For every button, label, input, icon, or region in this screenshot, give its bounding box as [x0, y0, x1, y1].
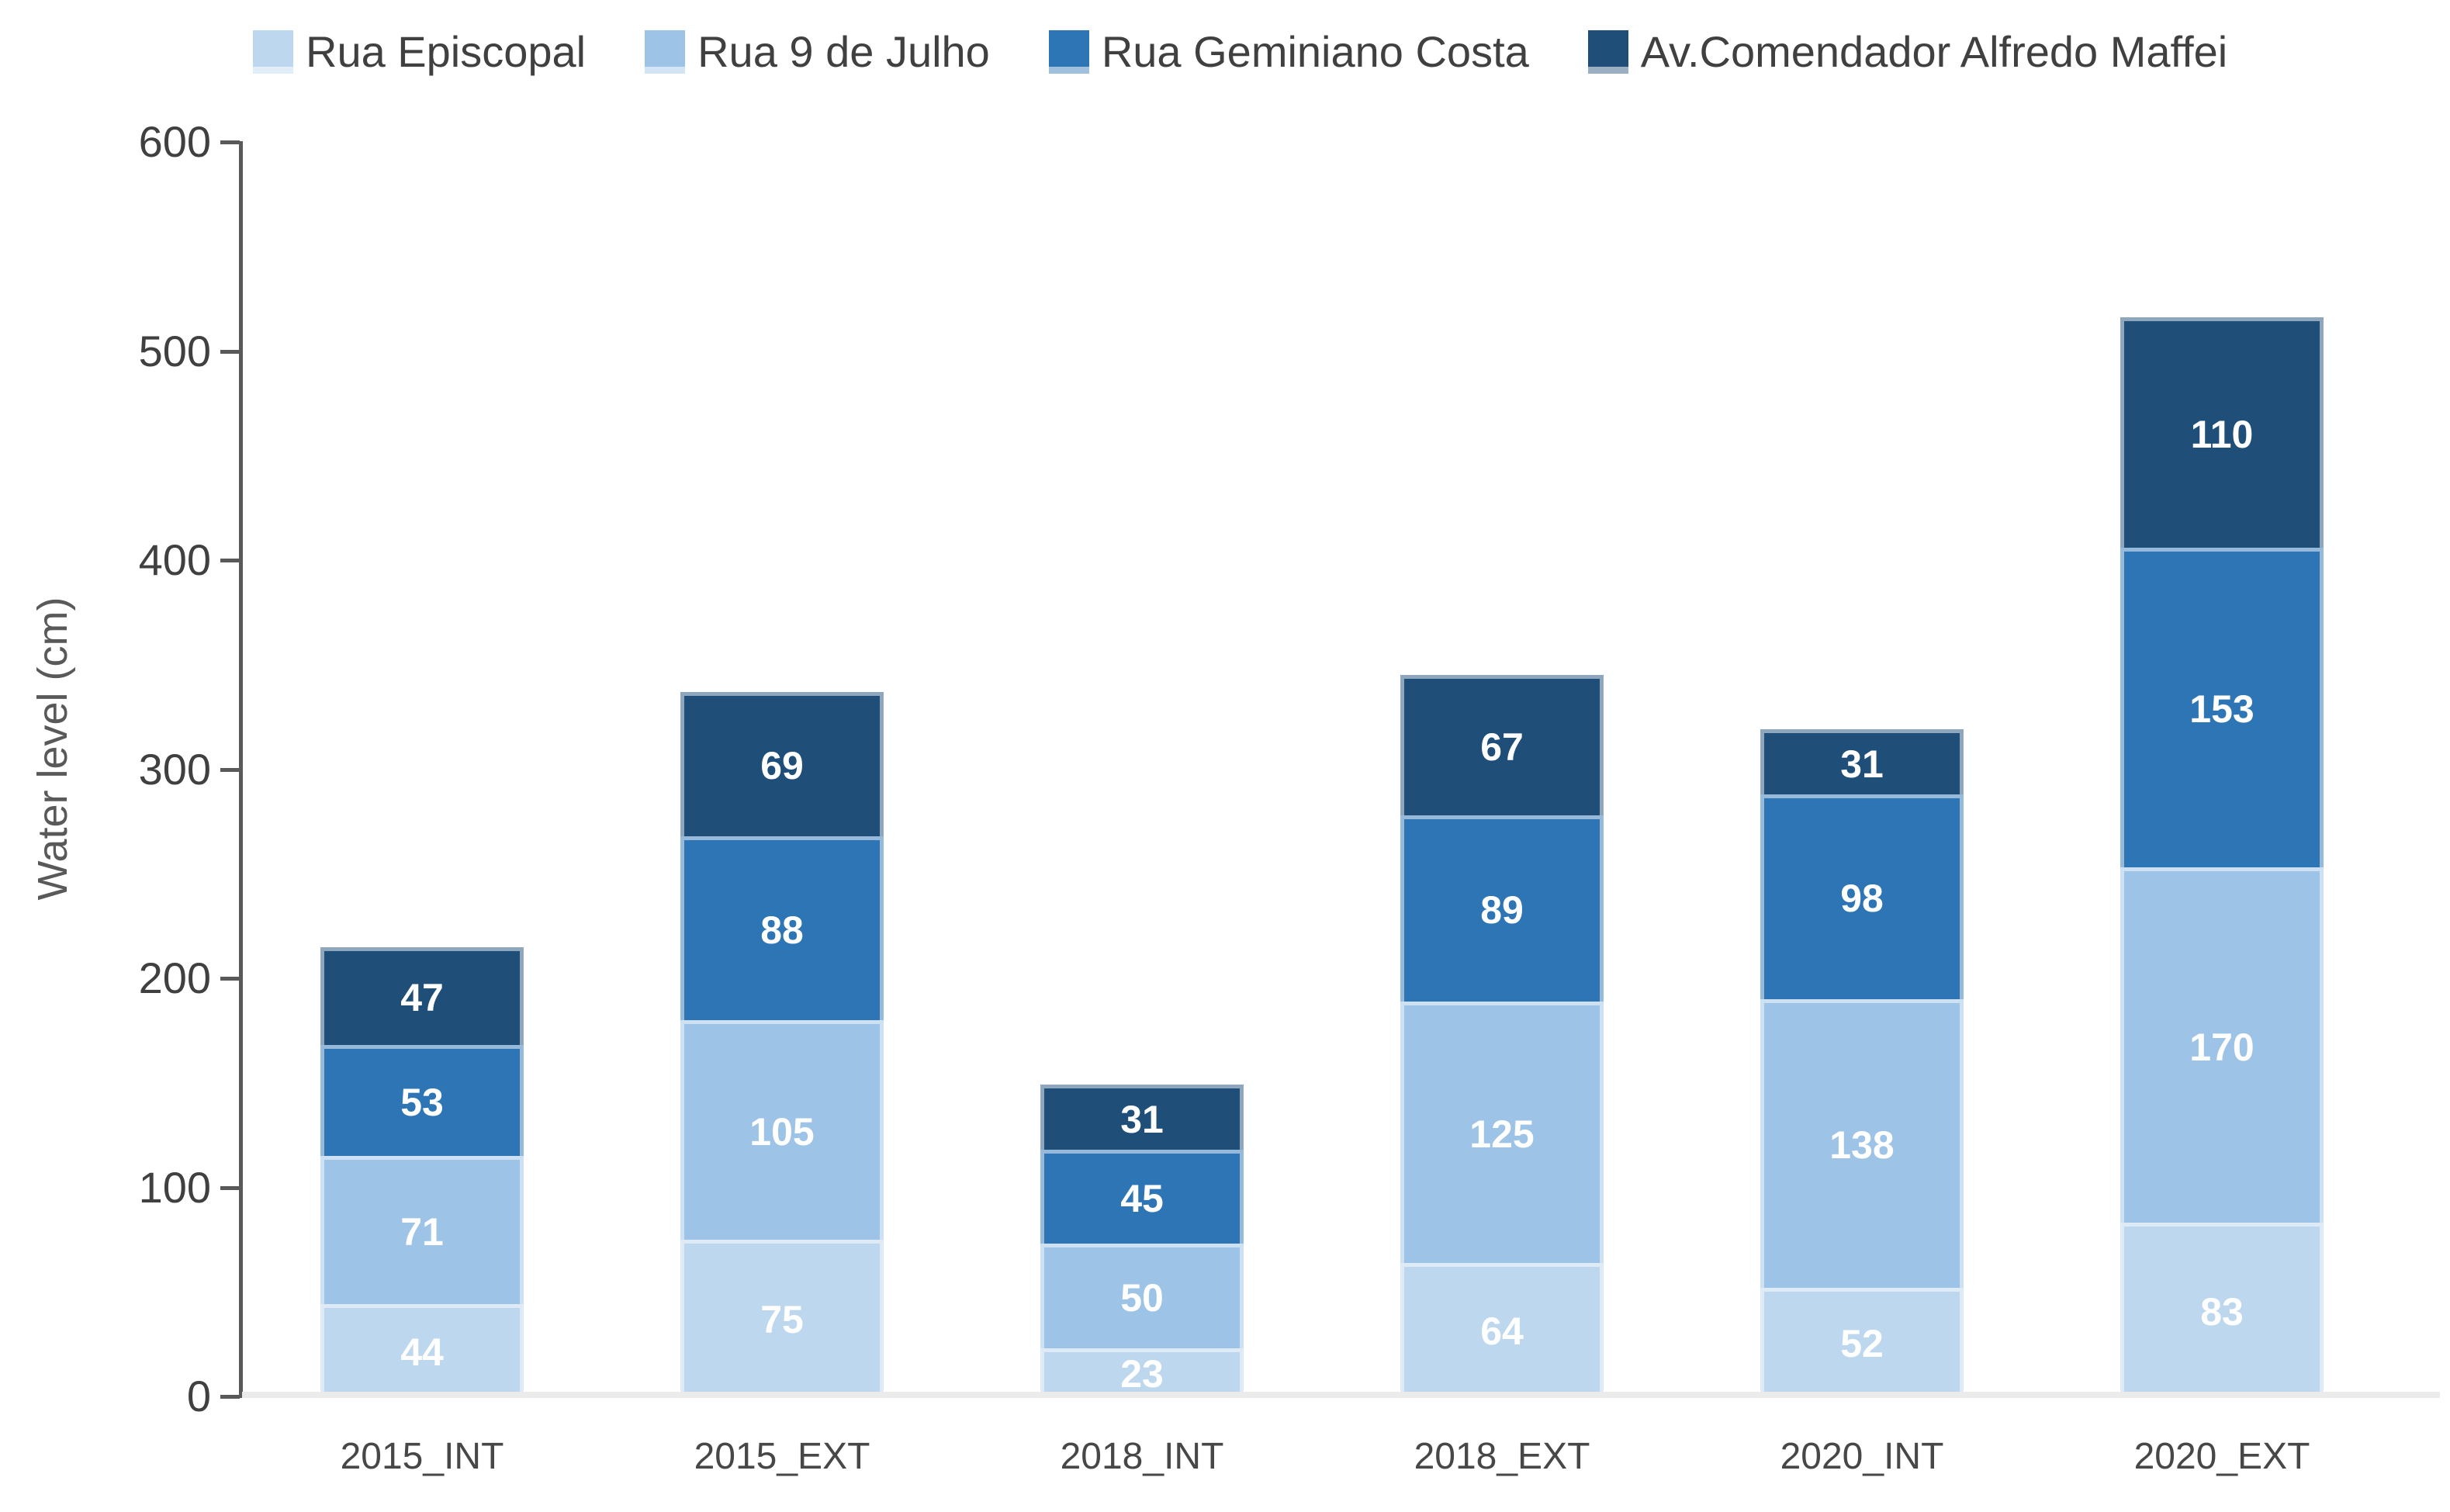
legend-swatch	[1587, 29, 1628, 74]
bar-value-label: 47	[400, 976, 444, 1020]
legend: Rua Episcopal Rua 9 de Julho Rua Geminiano…	[253, 26, 2227, 77]
legend-item: Av.Comendador Alfredo Maffei	[1587, 26, 2228, 77]
bar-value-label: 75	[760, 1298, 804, 1342]
bar-value-label: 125	[1469, 1112, 1535, 1156]
bar-segment: 83	[2120, 1223, 2324, 1396]
x-axis-category-label: 2018_EXT	[1414, 1436, 1590, 1477]
bar-value-label: 110	[2190, 413, 2254, 457]
bar-segment: 52	[1760, 1287, 1964, 1396]
bar-segment: 69	[680, 691, 884, 836]
y-axis-tick-label: 0	[186, 1372, 211, 1420]
bar-value-label: 67	[1480, 725, 1524, 769]
bar-value-label: 50	[1120, 1276, 1164, 1320]
bar-segment: 23	[1040, 1348, 1244, 1396]
bar-segment: 110	[2120, 317, 2324, 548]
bar-value-label: 153	[2189, 687, 2254, 732]
legend-label: Rua 9 de Julho	[697, 27, 990, 76]
bar-value-label: 83	[2200, 1289, 2244, 1334]
legend-label: Av.Comendador Alfredo Maffei	[1640, 27, 2228, 76]
bar-value-label: 138	[1829, 1123, 1895, 1168]
legend-swatch	[1048, 29, 1089, 74]
x-axis-category-label: 2020_EXT	[2133, 1436, 2310, 1477]
bar-value-label: 105	[749, 1109, 815, 1154]
x-axis-category-label: 2018_INT	[1060, 1436, 1224, 1477]
y-axis-tick	[220, 1185, 240, 1190]
bar-value-label: 71	[400, 1210, 444, 1254]
legend-swatch	[645, 29, 686, 74]
legend-swatch	[253, 29, 293, 74]
y-axis-tick-label: 400	[138, 535, 211, 584]
legend-item: Rua 9 de Julho	[645, 26, 990, 77]
bar-segment: 31	[1760, 729, 1964, 794]
bar-value-label: 31	[1120, 1097, 1164, 1141]
bar-value-label: 31	[1840, 742, 1884, 786]
bar-segment: 125	[1400, 1001, 1604, 1263]
y-axis-tick	[220, 559, 240, 562]
x-axis-category-label: 2020_INT	[1780, 1436, 1944, 1477]
x-axis-category-label: 2015_EXT	[694, 1436, 870, 1477]
bar-segment: 44	[320, 1304, 524, 1396]
bar-segment: 47	[320, 946, 524, 1046]
bar-value-label: 45	[1120, 1177, 1164, 1221]
bar-segment: 53	[320, 1045, 524, 1157]
y-axis-tick-label: 300	[138, 744, 211, 794]
bar-value-label: 53	[400, 1081, 444, 1125]
bar-segment: 88	[680, 836, 884, 1020]
legend-item: Rua Episcopal	[253, 26, 586, 77]
bar-segment: 64	[1400, 1262, 1604, 1396]
y-axis-tick-label: 500	[138, 326, 211, 375]
bar-value-label: 52	[1840, 1322, 1884, 1366]
bar-value-label: 64	[1480, 1310, 1524, 1354]
y-axis-tick	[220, 349, 240, 354]
bar-value-label: 23	[1120, 1352, 1164, 1396]
bar-segment: 75	[680, 1239, 884, 1396]
bar-segment: 170	[2120, 867, 2324, 1223]
y-axis-tick-label: 600	[138, 117, 211, 166]
bar-value-label: 89	[1480, 888, 1524, 932]
bar-value-label: 44	[400, 1330, 444, 1375]
bar-segment: 67	[1400, 675, 1604, 815]
y-axis-tick	[220, 1395, 240, 1399]
bar-value-label: 69	[760, 744, 804, 788]
y-axis-tick	[220, 977, 240, 981]
bar-segment: 71	[320, 1156, 524, 1305]
legend-label: Rua Episcopal	[306, 27, 587, 76]
bar-segment: 45	[1040, 1149, 1244, 1244]
bar-segment: 98	[1760, 794, 1964, 999]
x-axis-category-label: 2015_INT	[340, 1436, 504, 1477]
legend-item: Rua Geminiano Costa	[1048, 26, 1529, 77]
bar-value-label: 98	[1840, 877, 1884, 921]
bar-segment: 105	[680, 1019, 884, 1240]
bar-value-label: 170	[2189, 1025, 2254, 1069]
legend-label: Rua Geminiano Costa	[1101, 27, 1529, 76]
bar-segment: 138	[1760, 998, 1964, 1288]
bar-value-label: 88	[760, 908, 804, 952]
bar-segment: 89	[1400, 815, 1604, 1002]
x-axis-baseline	[242, 1392, 2440, 1398]
bar-segment: 50	[1040, 1244, 1244, 1348]
y-axis-tick	[220, 140, 240, 144]
y-axis-tick-label: 200	[138, 953, 211, 1002]
y-axis-tick-label: 100	[138, 1162, 211, 1212]
bar-segment: 153	[2120, 547, 2324, 868]
y-axis-line	[239, 141, 243, 1398]
y-axis-tick	[220, 767, 240, 772]
bar-segment: 31	[1040, 1085, 1244, 1150]
